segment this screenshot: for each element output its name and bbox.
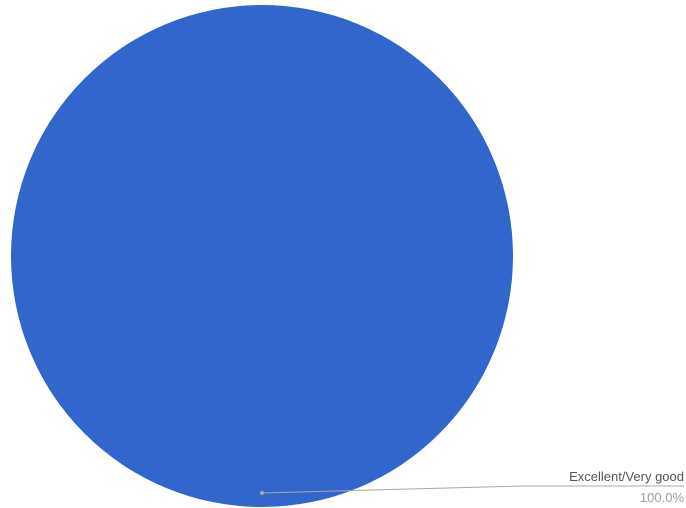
slice-callout: Excellent/Very good 100.0% xyxy=(260,469,684,505)
pie-slice-excellent-very-good[interactable] xyxy=(11,5,513,507)
leader-line xyxy=(261,485,684,494)
slice-percent-label: 100.0% xyxy=(640,490,685,505)
pie-slices xyxy=(11,5,513,507)
slice-label: Excellent/Very good xyxy=(569,469,684,484)
